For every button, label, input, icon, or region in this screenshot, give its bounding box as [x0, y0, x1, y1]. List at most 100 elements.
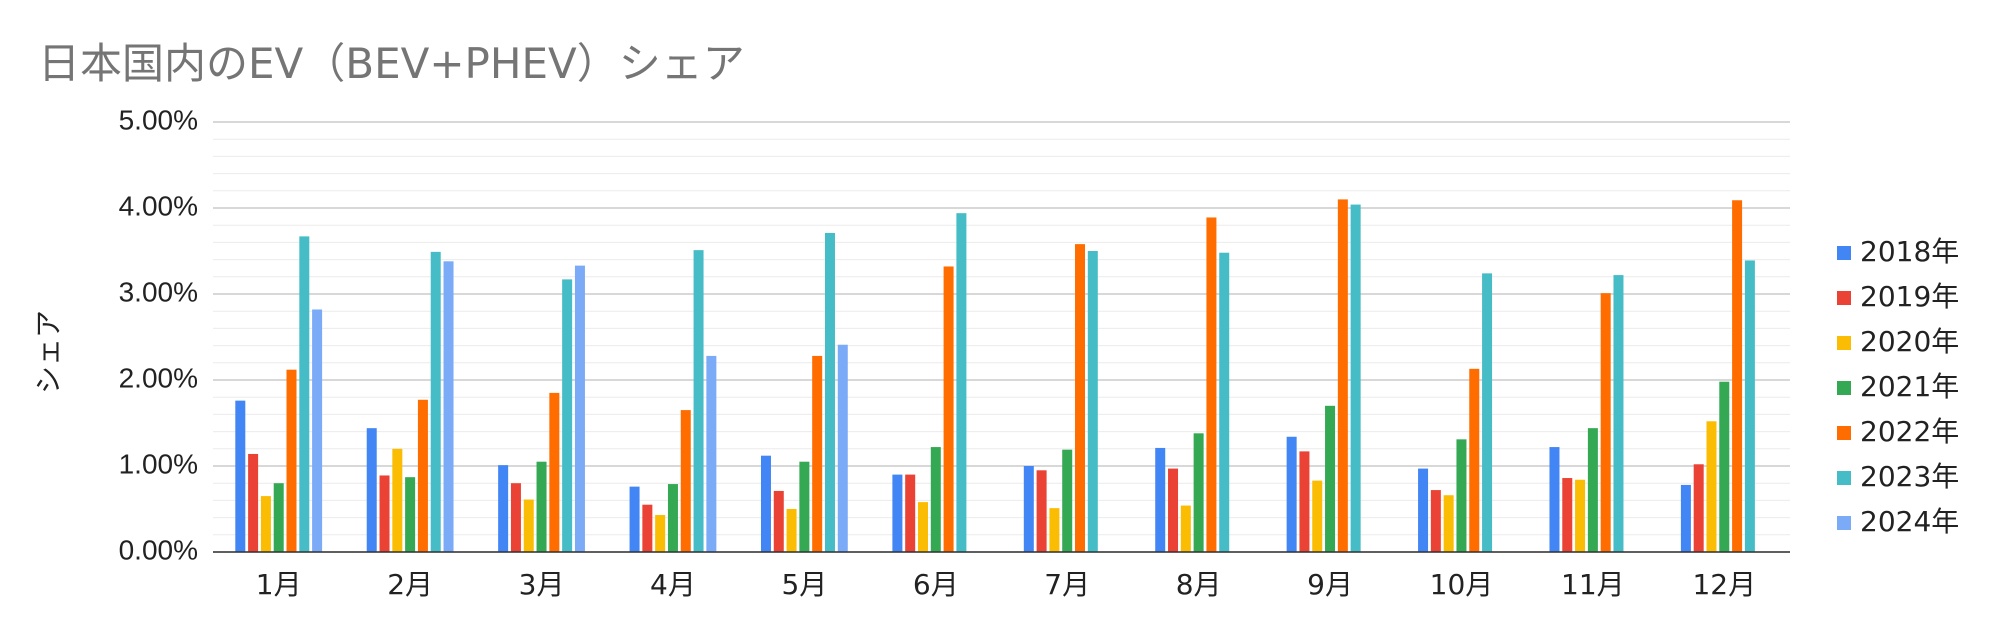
bar	[1350, 204, 1361, 552]
bar	[574, 265, 585, 552]
x-tick-label: 3月	[519, 568, 565, 601]
bar	[1418, 468, 1429, 552]
legend-swatch	[1837, 516, 1851, 530]
bar	[905, 474, 916, 552]
bar	[680, 410, 691, 552]
bar	[642, 504, 653, 552]
y-tick-label: 2.00%	[119, 362, 198, 393]
x-tick-label: 6月	[913, 568, 959, 601]
bar	[1575, 479, 1586, 552]
y-tick-label: 5.00%	[119, 104, 198, 135]
bar	[655, 515, 666, 552]
bar	[824, 232, 835, 552]
y-tick-label: 0.00%	[119, 534, 198, 565]
bar	[299, 236, 310, 552]
bar	[1036, 470, 1047, 552]
bar	[812, 355, 823, 552]
bar	[443, 261, 454, 552]
x-tick-label: 2月	[387, 568, 433, 601]
bar	[1049, 508, 1060, 552]
legend-swatch	[1837, 291, 1851, 305]
bar	[286, 369, 297, 552]
bar	[430, 251, 441, 553]
bar	[1193, 433, 1204, 552]
bar	[498, 465, 509, 552]
bar	[1706, 421, 1717, 552]
bar	[536, 461, 547, 552]
legend-label: 2019年	[1860, 280, 1959, 313]
bar	[1219, 252, 1230, 552]
bar	[1680, 484, 1691, 552]
bar	[1023, 466, 1034, 552]
bar	[1312, 480, 1323, 552]
legend: 2018年 2019年 2020年 2021年 2022年 2023年 2024年	[1837, 235, 1959, 538]
bar	[1155, 447, 1166, 552]
y-tick-label: 4.00%	[119, 190, 198, 221]
chart-title: 日本国内のEV（BEV+PHEV）シェア	[38, 39, 745, 88]
bar	[1482, 273, 1493, 552]
bar	[1549, 447, 1560, 552]
x-tick-label: 9月	[1307, 568, 1353, 601]
bar	[417, 399, 428, 552]
bar	[773, 490, 784, 552]
bar	[510, 483, 521, 552]
bar	[786, 509, 797, 552]
bar	[667, 484, 678, 552]
bar	[1087, 251, 1098, 552]
y-axis-ticks: 0.00% 1.00% 2.00% 3.00% 4.00% 5.00%	[119, 104, 198, 565]
bar	[1299, 451, 1310, 552]
bars	[235, 199, 1755, 553]
bar	[1325, 405, 1336, 552]
x-tick-label: 8月	[1176, 568, 1222, 601]
bar	[1562, 478, 1573, 552]
bar	[523, 499, 534, 552]
legend-label: 2021年	[1860, 370, 1959, 403]
x-axis: 1月 2月 3月 4月 5月 6月 7月 8月 9月 10月 11月 12月	[213, 551, 1790, 601]
x-tick-label: 10月	[1430, 568, 1494, 601]
x-tick-label: 12月	[1692, 568, 1756, 601]
bar	[235, 400, 246, 552]
bar	[837, 344, 848, 552]
bar	[629, 486, 640, 552]
bar	[1180, 505, 1191, 552]
bar	[1693, 464, 1704, 552]
bar	[1587, 428, 1598, 552]
x-tick-label: 4月	[650, 568, 696, 601]
legend-swatch	[1837, 471, 1851, 485]
legend-label: 2022年	[1860, 415, 1959, 448]
bar	[943, 266, 954, 552]
bar	[1600, 293, 1611, 552]
gridlines	[213, 121, 1790, 553]
bar	[248, 453, 259, 552]
legend-label: 2023年	[1860, 460, 1959, 493]
bar	[1443, 495, 1454, 552]
bar	[273, 483, 284, 552]
bar	[1613, 275, 1624, 552]
bar	[706, 355, 717, 552]
bar	[562, 279, 573, 552]
bar	[366, 428, 377, 552]
bar	[1456, 439, 1467, 552]
legend-label: 2020年	[1860, 325, 1959, 358]
bar	[1469, 368, 1480, 552]
x-tick-label: 11月	[1561, 568, 1625, 601]
legend-swatch	[1837, 381, 1851, 395]
bar	[760, 455, 771, 552]
bar	[1168, 468, 1179, 552]
bar	[1206, 217, 1217, 552]
bar	[1744, 260, 1755, 552]
bar	[549, 392, 560, 552]
legend-label: 2018年	[1860, 235, 1959, 268]
y-axis-label: シェア	[32, 310, 65, 394]
bar	[405, 477, 416, 552]
bar	[312, 309, 323, 552]
bar	[1075, 244, 1086, 552]
y-tick-label: 1.00%	[119, 448, 198, 479]
bar	[1732, 200, 1743, 552]
bar	[693, 250, 704, 552]
bar	[1286, 436, 1297, 552]
bar	[892, 474, 903, 552]
legend-swatch	[1837, 246, 1851, 260]
bar	[956, 213, 967, 552]
